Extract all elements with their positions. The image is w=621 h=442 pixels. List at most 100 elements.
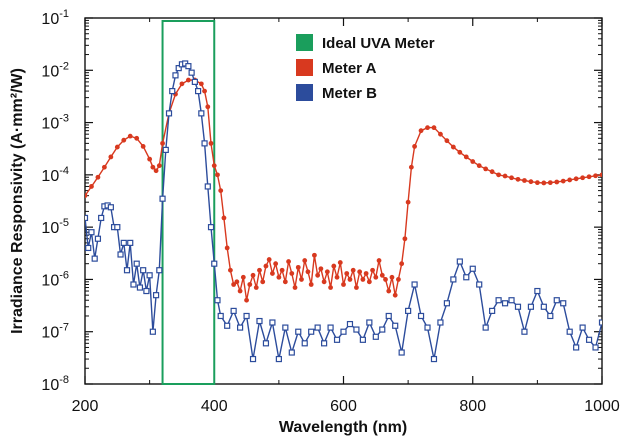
data-point — [169, 87, 176, 95]
x-tick-label: 600 — [330, 398, 357, 415]
data-point — [159, 195, 166, 202]
legend-label: Ideal UVA Meter — [322, 35, 435, 52]
data-point — [463, 274, 470, 281]
data-point — [483, 166, 489, 172]
data-point — [273, 261, 279, 267]
data-point — [476, 281, 483, 288]
data-point — [275, 355, 282, 363]
data-point — [250, 272, 256, 278]
data-point — [143, 287, 150, 295]
data-point — [156, 267, 163, 274]
data-point — [240, 274, 246, 280]
data-point — [540, 303, 547, 310]
data-point — [366, 279, 372, 285]
data-point — [408, 164, 414, 170]
data-point — [295, 264, 301, 270]
data-point — [476, 163, 482, 169]
data-point — [444, 138, 450, 144]
data-point — [282, 324, 289, 331]
data-point — [314, 324, 321, 331]
data-point — [392, 292, 398, 298]
data-point — [218, 188, 224, 193]
data-point — [437, 319, 444, 326]
x-axis-title: Wavelength (nm) — [279, 419, 407, 436]
y-tick-label: 10-6 — [41, 269, 69, 289]
x-tick-label: 200 — [72, 398, 99, 415]
data-point — [405, 307, 412, 315]
data-point — [185, 63, 192, 70]
y-tick-label: 10-7 — [41, 322, 69, 342]
data-point — [482, 324, 489, 331]
y-axis: 10-8 10-7 10-6 10-5 10-4 10-3 10-2 10-1 — [41, 8, 602, 394]
data-point — [211, 163, 217, 169]
data-point — [392, 322, 399, 329]
data-point — [496, 172, 501, 178]
y-tick-label: 10-4 — [41, 165, 69, 185]
data-point — [324, 269, 330, 275]
data-point — [130, 281, 137, 288]
data-point — [379, 272, 385, 278]
data-point — [372, 333, 379, 340]
data-point — [515, 176, 521, 182]
data-point — [292, 285, 298, 290]
data-point — [108, 154, 114, 160]
data-point — [234, 279, 240, 285]
data-point — [586, 174, 592, 180]
data-point — [256, 317, 263, 325]
data-point — [405, 199, 411, 205]
y-tick-label: 10-8 — [41, 374, 69, 394]
data-point — [114, 224, 121, 231]
series-meter-b — [85, 60, 602, 363]
data-point — [204, 183, 211, 190]
data-point — [198, 81, 204, 87]
y-tick-label: 10-3 — [41, 113, 69, 133]
data-point — [528, 179, 534, 185]
x-axis: 200 400 600 800 1000 — [72, 18, 620, 415]
data-point — [396, 277, 401, 282]
data-point — [331, 263, 337, 269]
legend: Ideal UVA Meter Meter A Meter B — [296, 34, 435, 102]
data-point — [228, 267, 233, 273]
data-point — [305, 269, 311, 275]
data-point — [534, 287, 541, 295]
data-point — [360, 277, 366, 282]
data-point — [509, 175, 514, 181]
data-point — [127, 239, 134, 246]
data-point — [224, 245, 230, 251]
data-point — [302, 258, 308, 263]
data-point — [120, 239, 127, 246]
data-point — [489, 169, 495, 175]
data-point — [386, 288, 392, 294]
data-point — [353, 326, 360, 333]
data-point — [243, 312, 250, 320]
data-point — [160, 140, 165, 146]
data-point — [585, 336, 593, 343]
data-point — [547, 312, 554, 320]
data-point — [328, 285, 333, 290]
legend-swatch — [296, 59, 313, 76]
data-point — [179, 81, 185, 87]
data-point — [133, 260, 140, 267]
x-tick-label: 400 — [201, 398, 228, 415]
y-axis-title: Irradiance Responsivity (A·mm²/W) — [9, 68, 26, 334]
data-point — [260, 279, 266, 285]
ideal-window-rect — [161, 20, 216, 385]
data-point — [101, 164, 107, 170]
data-point — [230, 307, 237, 315]
data-point — [147, 156, 153, 162]
data-point — [599, 172, 602, 178]
data-point — [450, 144, 456, 150]
data-point — [123, 267, 131, 274]
data-point — [288, 349, 295, 356]
data-point — [402, 236, 408, 242]
data-point — [370, 267, 375, 273]
data-point — [237, 324, 244, 331]
y-tick-label: 10-2 — [41, 60, 69, 80]
data-point — [295, 328, 302, 335]
data-point — [208, 140, 214, 146]
data-point — [376, 258, 382, 263]
ideal-window — [161, 20, 216, 385]
data-point — [262, 340, 270, 347]
data-point — [579, 324, 586, 331]
